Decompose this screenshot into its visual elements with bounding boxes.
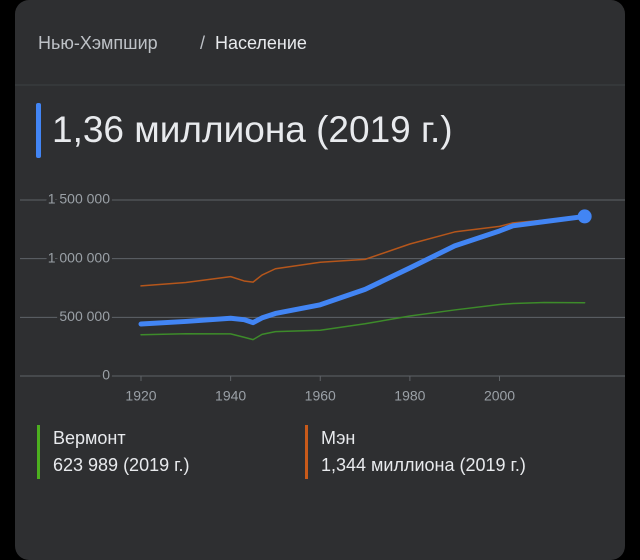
- y-tick-label: 500 000: [59, 308, 110, 324]
- headline: 1,36 миллиона (2019 г.): [52, 109, 453, 150]
- series-line: [140, 217, 586, 287]
- endpoint: [577, 209, 592, 224]
- series-line: [140, 301, 586, 341]
- legend-swatch: [305, 425, 308, 479]
- card: [15, 0, 625, 560]
- x-tick-label: 1940: [215, 388, 246, 404]
- y-tick-label: 1 000 000: [48, 249, 110, 265]
- chart: Нью-Хэмпшир / Население 1,36 миллиона (2…: [15, 33, 625, 404]
- legend-value: 623 989 (2019 г.): [53, 455, 190, 475]
- legend-swatch: [37, 425, 40, 479]
- y-tick-label: 0: [102, 367, 110, 383]
- headline-bar: [36, 103, 41, 158]
- x-tick-label: 1960: [305, 388, 336, 404]
- legend-entry: Мэн 1,344 миллиона (2019 г.): [305, 425, 551, 479]
- legend-value: 1,344 миллиона (2019 г.): [321, 455, 526, 475]
- y-tick-label: 1 500 000: [48, 191, 110, 207]
- legend-label: Мэн: [321, 428, 356, 448]
- x-tick-label: 1920: [125, 388, 156, 404]
- legend-entry: Вермонт 623 989 (2019 г.): [37, 425, 283, 479]
- page: Нью-Хэмпшир / Население 1,36 миллиона (2…: [15, 0, 625, 560]
- breadcrumb-item[interactable]: Нью-Хэмпшир: [38, 33, 158, 53]
- breadcrumb-separator: /: [200, 33, 205, 53]
- series-line: [138, 213, 588, 327]
- x-tick-label: 2000: [484, 388, 515, 404]
- breadcrumb-item: Население: [215, 33, 307, 53]
- x-tick-label: 1980: [394, 388, 425, 404]
- legend-label: Вермонт: [53, 428, 126, 448]
